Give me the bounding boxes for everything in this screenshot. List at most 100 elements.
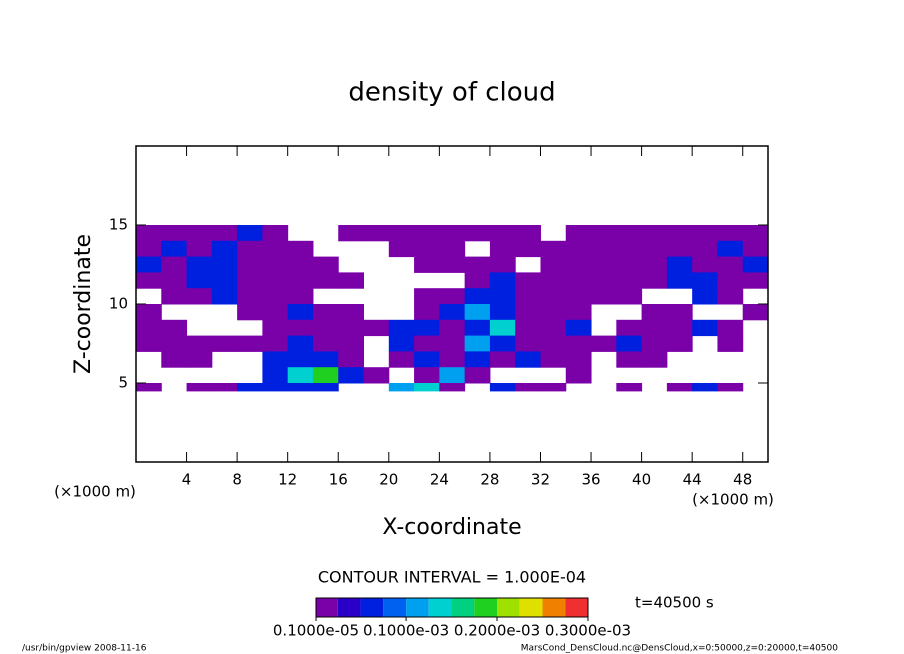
- cell: [515, 272, 541, 289]
- cell: [464, 225, 491, 242]
- cell: [211, 225, 238, 242]
- x-axis-label: X-coordinate: [382, 515, 521, 540]
- y-tick-label: 5: [118, 374, 128, 392]
- cell: [414, 319, 440, 337]
- cell: [616, 288, 643, 305]
- cell: [641, 240, 668, 258]
- cell: [262, 240, 289, 258]
- cell: [363, 225, 390, 242]
- cell: [742, 240, 769, 258]
- cell: [666, 225, 693, 242]
- cell: [262, 288, 289, 305]
- cell: [287, 272, 314, 289]
- cell: [616, 383, 643, 392]
- colorbar-frame: [315, 597, 589, 618]
- cell: [414, 367, 440, 384]
- cell: [388, 240, 415, 258]
- cell: [262, 335, 289, 352]
- cell: [591, 256, 617, 273]
- cell: [262, 351, 289, 368]
- cell: [338, 367, 365, 384]
- cell: [489, 383, 516, 392]
- cell: [237, 272, 263, 289]
- cell: [641, 335, 668, 352]
- cell: [161, 256, 188, 273]
- cell: [717, 272, 744, 289]
- colorbar-swatch: [565, 598, 588, 617]
- cell: [414, 304, 440, 321]
- cell: [161, 335, 188, 352]
- y-tick-label: 10: [109, 295, 128, 313]
- cell: [717, 225, 744, 242]
- time-label: t=40500 s: [635, 594, 714, 612]
- cell: [136, 240, 162, 258]
- cell: [515, 319, 541, 337]
- x-tick-label: 4: [182, 471, 192, 489]
- cell: [136, 335, 162, 352]
- cell: [591, 240, 617, 258]
- cell: [565, 272, 592, 289]
- cell: [616, 256, 643, 273]
- cell: [237, 240, 263, 258]
- cell: [565, 288, 592, 305]
- colorbar-swatch: [451, 598, 475, 617]
- cell: [565, 304, 592, 321]
- cell: [515, 304, 541, 321]
- cell: [338, 351, 365, 368]
- colorbar-swatch: [316, 598, 338, 617]
- cell: [388, 383, 415, 392]
- cell: [489, 240, 516, 258]
- footer-left: /usr/bin/gpview 2008-11-16: [22, 644, 147, 654]
- cell: [515, 225, 541, 242]
- cell: [540, 335, 567, 352]
- cell: [262, 383, 289, 392]
- cell: [692, 225, 718, 242]
- footer-right: MarsCond_DensCloud.nc@DensCloud,x=0:5000…: [521, 644, 838, 654]
- cell: [161, 319, 188, 337]
- cell: [439, 240, 466, 258]
- cell: [616, 240, 643, 258]
- cell: [666, 240, 693, 258]
- cell: [489, 319, 516, 337]
- cell: [439, 335, 466, 352]
- cell: [565, 351, 592, 368]
- cell: [262, 319, 289, 337]
- colorbar-tick-label: 0.2000e-03: [454, 622, 540, 640]
- cell: [515, 351, 541, 368]
- cell: [666, 256, 693, 273]
- cell: [540, 288, 567, 305]
- cell: [287, 304, 314, 321]
- cell: [287, 335, 314, 352]
- cell: [565, 225, 592, 242]
- cell: [312, 256, 339, 273]
- colorbar-swatch: [542, 598, 566, 617]
- y-tick-label: 15: [109, 216, 128, 234]
- cell: [414, 335, 440, 352]
- x-tick-label: 40: [632, 471, 651, 489]
- cell: [287, 319, 314, 337]
- x-tick-label: 44: [683, 471, 702, 489]
- cell: [312, 367, 339, 384]
- cell: [161, 288, 188, 305]
- cell: [312, 351, 339, 368]
- cell: [692, 319, 718, 337]
- y-unit: (×1000 m): [54, 483, 136, 501]
- x-tick-label: 12: [278, 471, 297, 489]
- contour-interval: CONTOUR INTERVAL = 1.000E-04: [318, 568, 586, 587]
- cell: [211, 272, 238, 289]
- cell: [388, 335, 415, 352]
- cell: [641, 256, 668, 273]
- cell: [211, 256, 238, 273]
- cell: [641, 272, 668, 289]
- cell: [363, 367, 390, 384]
- x-tick-label: 36: [581, 471, 600, 489]
- cell: [211, 335, 238, 352]
- cell: [515, 335, 541, 352]
- cell: [692, 288, 718, 305]
- cell: [616, 335, 643, 352]
- cell: [717, 319, 744, 337]
- colorbar-tick-label: 0.1000e-05: [273, 622, 359, 640]
- cell: [414, 225, 440, 242]
- colorbar-swatch: [497, 598, 520, 617]
- cell: [262, 304, 289, 321]
